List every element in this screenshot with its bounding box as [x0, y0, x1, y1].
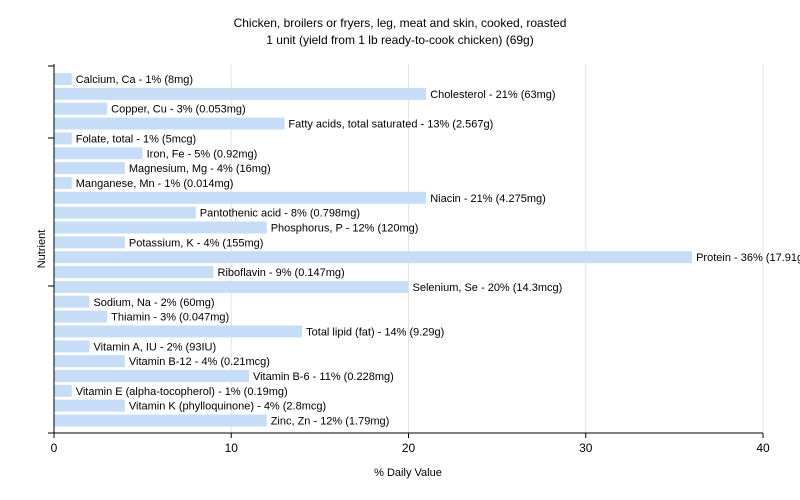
bar	[54, 325, 303, 338]
bar-label: Vitamin B-6 - 11% (0.228mg)	[253, 371, 394, 383]
bar-label: Potassium, K - 4% (155mg)	[129, 237, 264, 249]
bar	[54, 191, 427, 204]
chart-subtitle: 1 unit (yield from 1 lb ready-to-cook ch…	[266, 33, 533, 47]
bar	[54, 73, 72, 85]
bar	[54, 87, 427, 100]
bar-label: Vitamin E (alpha-tocopherol) - 1% (0.19m…	[76, 386, 288, 398]
chart-title: Chicken, broilers or fryers, leg, meat a…	[234, 16, 567, 30]
bar	[54, 117, 285, 130]
x-tick-label: 30	[579, 441, 593, 455]
bar	[54, 251, 693, 264]
bar	[54, 355, 125, 368]
bar	[54, 414, 267, 427]
x-tick-label: 20	[402, 441, 416, 455]
bar	[54, 147, 143, 160]
bar-label: Protein - 36% (17.91g)	[696, 252, 800, 264]
bar	[54, 266, 214, 279]
bar	[54, 132, 72, 145]
x-tick-label: 40	[756, 441, 770, 455]
bar-label: Manganese, Mn - 1% (0.014mg)	[76, 178, 234, 190]
bar	[54, 176, 72, 189]
bar	[54, 384, 72, 397]
tick-layer: 0 10 20 30 40	[48, 65, 770, 455]
bar	[54, 162, 125, 175]
bar	[54, 206, 196, 219]
y-axis-title: Nutrient	[36, 230, 48, 269]
bar	[54, 295, 90, 308]
bar-label: Selenium, Se - 20% (14.3mcg)	[413, 282, 563, 294]
bar	[54, 102, 108, 115]
bar-label: Vitamin A, IU - 2% (93IU)	[93, 341, 216, 353]
bar	[54, 370, 249, 382]
bar-label: Calcium, Ca - 1% (8mg)	[76, 74, 193, 86]
bar-label: Thiamin - 3% (0.047mg)	[111, 312, 229, 324]
bar-label: Sodium, Na - 2% (60mg)	[93, 297, 214, 309]
bar	[54, 280, 409, 293]
bar	[54, 340, 90, 353]
x-tick-label: 0	[51, 441, 58, 455]
bar	[54, 310, 108, 323]
bar	[54, 221, 267, 234]
bar-label: Folate, total - 1% (5mcg)	[76, 133, 196, 145]
bar-label: Copper, Cu - 3% (0.053mg)	[111, 104, 246, 116]
bar-label: Zinc, Zn - 12% (1.79mg)	[271, 416, 390, 428]
bar-label: Phosphorus, P - 12% (120mg)	[271, 223, 419, 235]
bar-label: Vitamin B-12 - 4% (0.21mcg)	[129, 356, 270, 368]
bar	[54, 399, 125, 412]
bar-label: Niacin - 21% (4.275mg)	[430, 193, 546, 205]
bar-label: Iron, Fe - 5% (0.92mg)	[147, 148, 258, 160]
bar-layer: Calcium, Ca - 1% (8mg) Cholesterol - 21% …	[54, 73, 800, 428]
x-tick-label: 10	[225, 441, 239, 455]
bar-label: Magnesium, Mg - 4% (16mg)	[129, 163, 271, 175]
x-axis-title: % Daily Value	[374, 467, 442, 479]
bar-label: Total lipid (fat) - 14% (9.29g)	[306, 326, 444, 338]
bar-label: Fatty acids, total saturated - 13% (2.56…	[288, 119, 493, 131]
bar-label: Vitamin K (phylloquinone) - 4% (2.8mcg)	[129, 401, 326, 413]
bar-label: Pantothenic acid - 8% (0.798mg)	[200, 208, 360, 220]
bar-label: Cholesterol - 21% (63mg)	[430, 89, 555, 101]
bar-label: Riboflavin - 9% (0.147mg)	[218, 267, 345, 279]
bar	[54, 236, 125, 249]
